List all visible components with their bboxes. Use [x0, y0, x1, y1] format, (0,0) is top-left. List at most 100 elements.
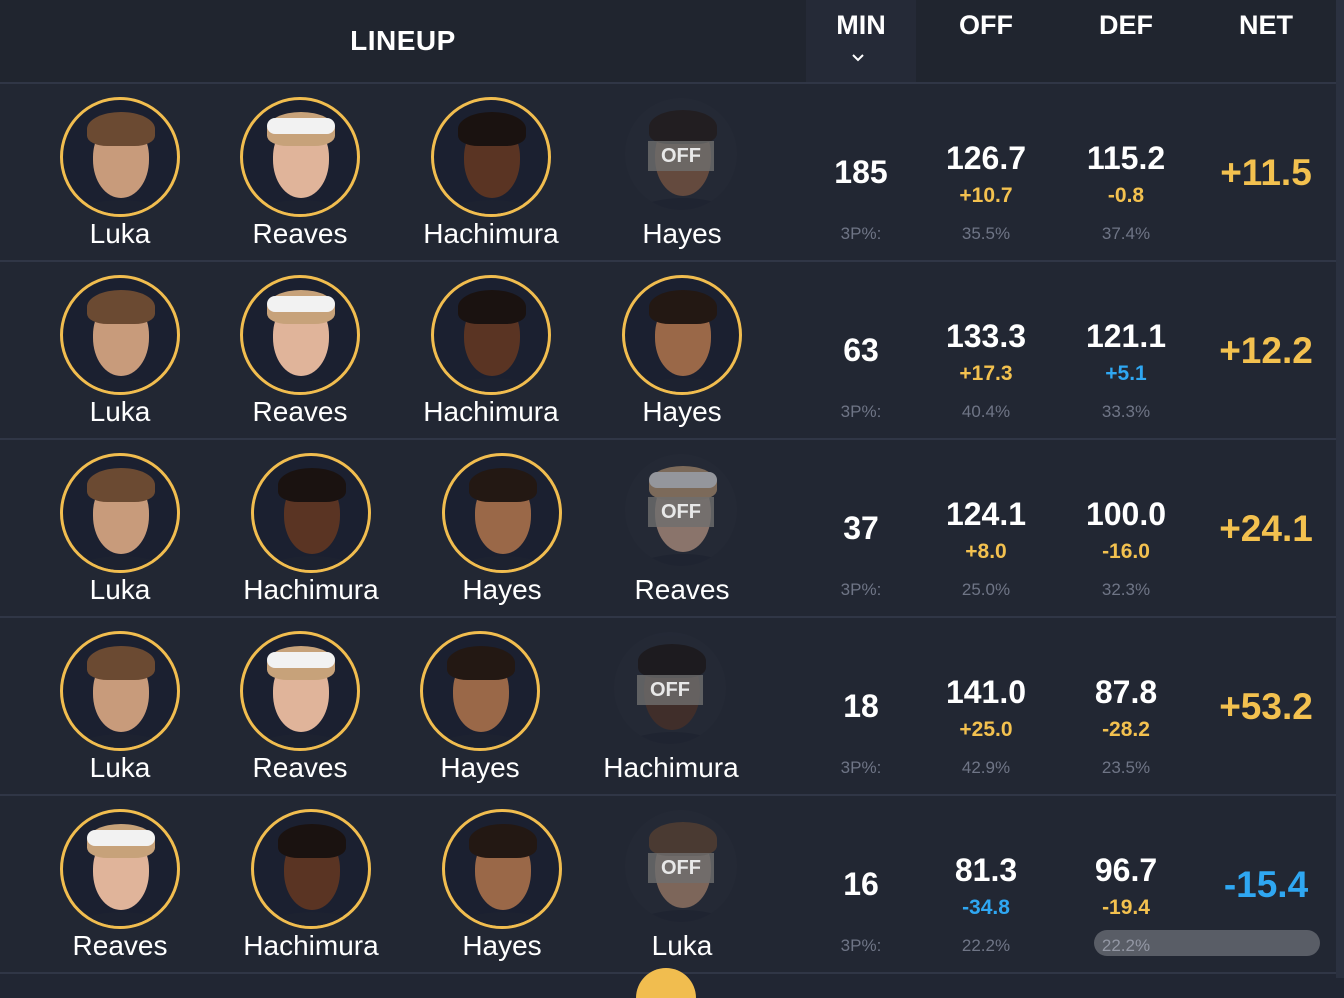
hair-shape: [638, 644, 706, 678]
player-avatar[interactable]: [60, 275, 180, 395]
player-avatar[interactable]: [60, 97, 180, 217]
player-name: Hachimura: [423, 396, 559, 427]
hair-shape: [649, 290, 717, 324]
player-avatar[interactable]: [251, 453, 371, 573]
player-avatar[interactable]: [240, 631, 360, 751]
jersey-shape: [440, 378, 544, 392]
hair-shape: [447, 646, 515, 680]
three-point-label: 3P%:: [840, 224, 882, 243]
chevron-down-icon[interactable]: [852, 52, 864, 64]
player-name: Reaves: [72, 930, 168, 961]
off-badge: OFF: [648, 141, 714, 171]
player-avatar[interactable]: [442, 453, 562, 573]
lineup-row[interactable]: Luka Reaves Hachimura Hayes 63 3P%: 133.3 +17.3…: [0, 262, 1344, 440]
off-badge: OFF: [648, 497, 714, 527]
player-slot[interactable]: OFF Luka: [572, 796, 792, 972]
player-slot[interactable]: Hachimura: [381, 262, 601, 438]
off-rating: 133.3: [945, 318, 1027, 354]
net-rating: +53.2: [1219, 686, 1313, 727]
min-column-header-bg[interactable]: [806, 0, 916, 82]
player-avatar[interactable]: [60, 453, 180, 573]
off-rating-diff: +8.0: [965, 540, 1007, 563]
def-column-header[interactable]: DEF: [1099, 10, 1153, 40]
jersey-shape: [249, 378, 353, 392]
player-name: Hayes: [642, 218, 722, 249]
player-slot[interactable]: Luka: [10, 84, 230, 260]
headband-shape: [267, 118, 335, 134]
player-slot[interactable]: Luka: [10, 618, 230, 794]
minutes-value: 63: [843, 332, 879, 368]
scrollbar-track[interactable]: [1336, 0, 1344, 978]
off-column-header[interactable]: OFF: [959, 10, 1013, 40]
player-name: Hayes: [440, 752, 520, 783]
def-rating-diff: -28.2: [1102, 718, 1150, 741]
player-slot[interactable]: OFF Hayes: [572, 84, 792, 260]
jersey-shape: [260, 912, 364, 926]
hair-shape: [469, 824, 537, 858]
player-slot[interactable]: Luka: [10, 262, 230, 438]
min-column-header[interactable]: MIN: [836, 10, 886, 40]
minutes-value: 37: [843, 510, 879, 546]
player-name: Reaves: [252, 752, 348, 783]
jersey-shape: [69, 200, 173, 214]
off-3p-pct: 42.9%: [961, 758, 1011, 777]
three-point-label: 3P%:: [840, 580, 882, 599]
player-slot[interactable]: Reaves: [190, 618, 410, 794]
off-rating-diff: +25.0: [959, 718, 1013, 741]
def-3p-pct: 23.5%: [1101, 758, 1151, 777]
player-avatar[interactable]: [420, 631, 540, 751]
lineup-column-header: LINEUP: [0, 0, 806, 82]
player-avatar[interactable]: [431, 97, 551, 217]
player-slot[interactable]: Hayes: [572, 262, 792, 438]
player-slot[interactable]: Hachimura: [201, 796, 421, 972]
player-slot[interactable]: Hayes: [370, 618, 590, 794]
player-avatar[interactable]: [251, 809, 371, 929]
net-column-header[interactable]: NET: [1239, 10, 1293, 40]
off-rating-diff: +10.7: [959, 184, 1013, 207]
player-name: Reaves: [634, 574, 730, 605]
minutes-value: 185: [834, 154, 888, 190]
player-slot[interactable]: Hachimura: [381, 84, 601, 260]
player-slot[interactable]: Reaves: [190, 262, 410, 438]
player-slot[interactable]: OFF Reaves: [572, 440, 792, 616]
player-name: Luka: [89, 752, 151, 783]
lineup-row[interactable]: Reaves Hachimura Hayes OFF Luka 16 3P%: 81.3 -34…: [0, 796, 1344, 974]
player-slot[interactable]: Hachimura: [201, 440, 421, 616]
player-slot[interactable]: Luka: [10, 440, 230, 616]
player-slot[interactable]: OFF Hachimura: [561, 618, 781, 794]
player-slot[interactable]: Hayes: [392, 796, 612, 972]
lineup-row[interactable]: Luka Reaves Hayes OFF Hachimura 18 3P%: 141.0 +2…: [0, 618, 1344, 796]
off-3p-pct: 22.2%: [961, 936, 1011, 955]
hair-shape: [278, 468, 346, 502]
lineup-row[interactable]: Luka Reaves Hachimura OFF Hayes 185 3P%: 126.7 +…: [0, 84, 1344, 262]
jersey-shape: [631, 910, 735, 922]
def-rating-diff: -0.8: [1107, 184, 1145, 207]
player-avatar[interactable]: [60, 631, 180, 751]
hair-shape: [458, 112, 526, 146]
player-avatar[interactable]: [442, 809, 562, 929]
jersey-shape: [440, 200, 544, 214]
jersey-shape: [631, 378, 735, 392]
player-name: Luka: [89, 396, 151, 427]
def-rating-diff: -19.4: [1102, 896, 1150, 919]
def-rating: 121.1: [1085, 318, 1167, 354]
def-rating: 87.8: [1094, 674, 1158, 710]
player-avatar[interactable]: [622, 275, 742, 395]
player-avatar[interactable]: [60, 809, 180, 929]
hair-shape: [458, 290, 526, 324]
player-name: Hachimura: [243, 574, 379, 605]
lineup-row[interactable]: Luka Hachimura Hayes OFF Reaves 37 3P%: 124.1 +8…: [0, 440, 1344, 618]
player-slot[interactable]: Reaves: [10, 796, 230, 972]
jersey-shape: [631, 554, 735, 566]
player-avatar[interactable]: [240, 97, 360, 217]
player-name: Hayes: [462, 574, 542, 605]
player-avatar[interactable]: [240, 275, 360, 395]
off-rating: 81.3: [954, 852, 1018, 888]
headband-shape: [649, 472, 717, 488]
player-avatar[interactable]: [431, 275, 551, 395]
def-3p-pct: 32.3%: [1101, 580, 1151, 599]
player-slot[interactable]: Reaves: [190, 84, 410, 260]
net-rating: +24.1: [1219, 508, 1313, 549]
player-slot[interactable]: Hayes: [392, 440, 612, 616]
off-rating-diff: -34.8: [962, 896, 1010, 919]
